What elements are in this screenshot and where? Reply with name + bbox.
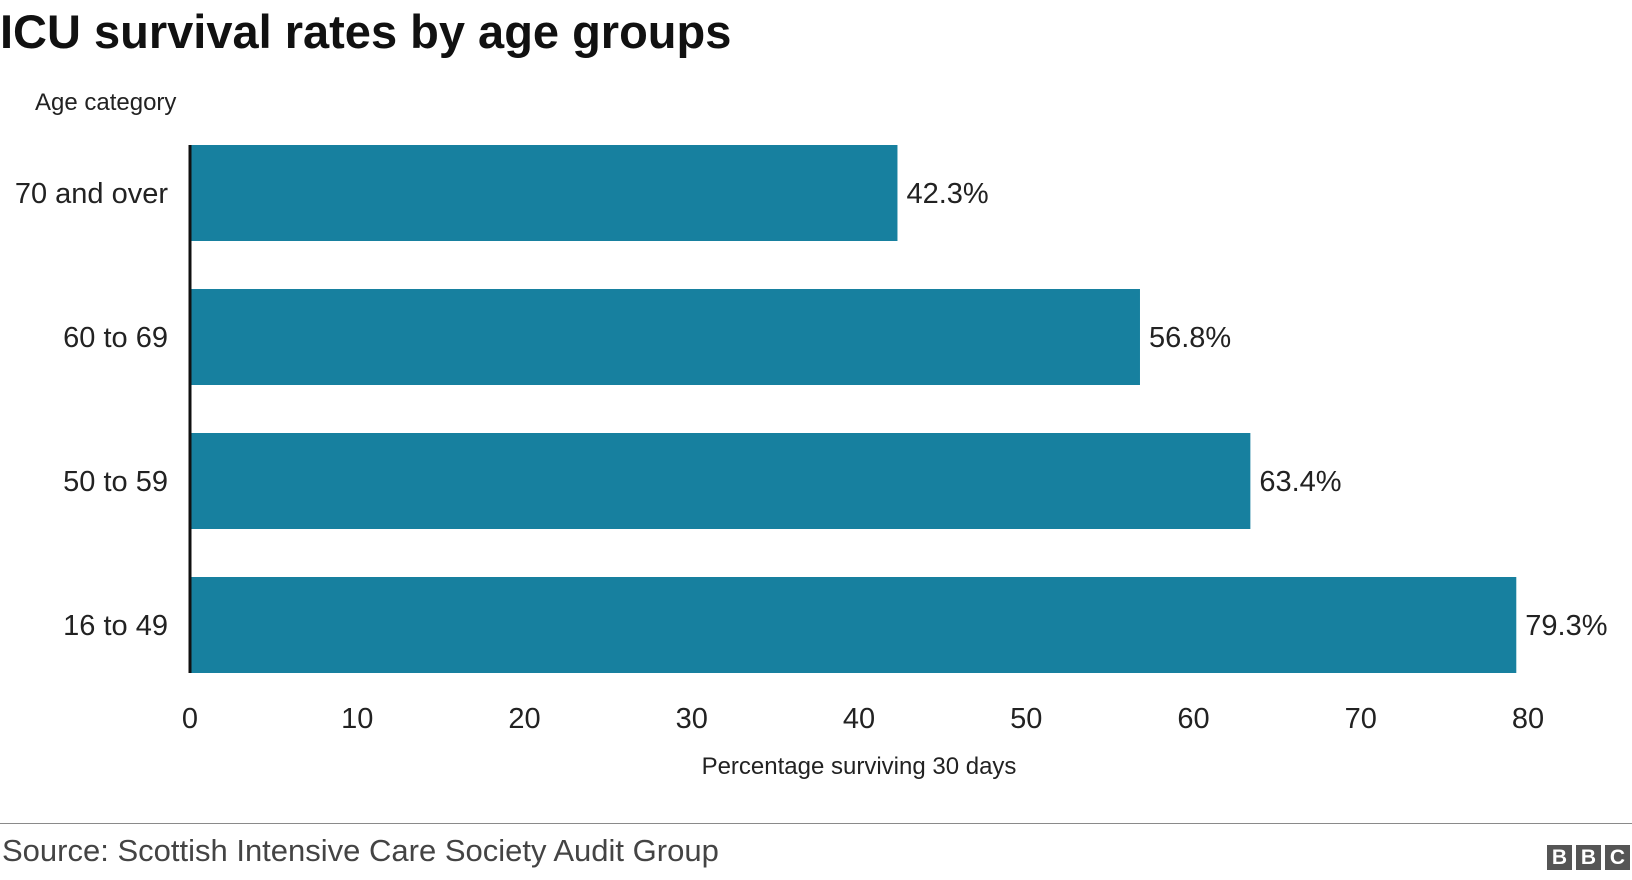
- source-note: Source: Scottish Intensive Care Society …: [2, 833, 719, 868]
- data-label: 63.4%: [1259, 466, 1341, 498]
- category-label: 60 to 69: [63, 322, 168, 354]
- bar-chart: Age category 70 and over 60 to 69 50 to 59…: [15, 89, 1608, 780]
- category-label: 16 to 49: [63, 610, 168, 642]
- bars-group: [190, 145, 1517, 673]
- x-tick-label: 40: [843, 703, 875, 735]
- bar: [190, 577, 1517, 673]
- y-axis-title: Age category: [35, 89, 176, 116]
- x-tick-label: 30: [676, 703, 708, 735]
- category-label: 50 to 59: [63, 466, 168, 498]
- x-tick-label: 0: [182, 703, 198, 735]
- x-tick-label: 60: [1177, 703, 1209, 735]
- bar: [190, 433, 1251, 529]
- category-label: 70 and over: [15, 178, 169, 210]
- data-label: 56.8%: [1149, 322, 1231, 354]
- footer-divider: [0, 823, 1632, 824]
- bar: [190, 145, 898, 241]
- x-tick-label: 10: [341, 703, 373, 735]
- bbc-logo: B B C: [1547, 845, 1630, 870]
- x-axis-ticks: 0 10 20 30 40 50 60 70 80: [182, 703, 1544, 735]
- x-axis-title: Percentage surviving 30 days: [702, 753, 1017, 780]
- bbc-logo-letter: B: [1576, 845, 1601, 870]
- x-tick-label: 20: [508, 703, 540, 735]
- x-tick-label: 80: [1512, 703, 1544, 735]
- bbc-logo-letter: B: [1547, 845, 1572, 870]
- category-labels: 70 and over 60 to 69 50 to 59 16 to 49: [15, 178, 169, 642]
- x-tick-label: 70: [1345, 703, 1377, 735]
- bbc-logo-letter: C: [1605, 845, 1630, 870]
- bar: [190, 289, 1140, 385]
- data-label: 79.3%: [1525, 610, 1607, 642]
- data-labels: 42.3% 56.8% 63.4% 79.3%: [906, 178, 1607, 642]
- data-label: 42.3%: [906, 178, 988, 210]
- x-tick-label: 50: [1010, 703, 1042, 735]
- chart-title: ICU survival rates by age groups: [0, 5, 732, 58]
